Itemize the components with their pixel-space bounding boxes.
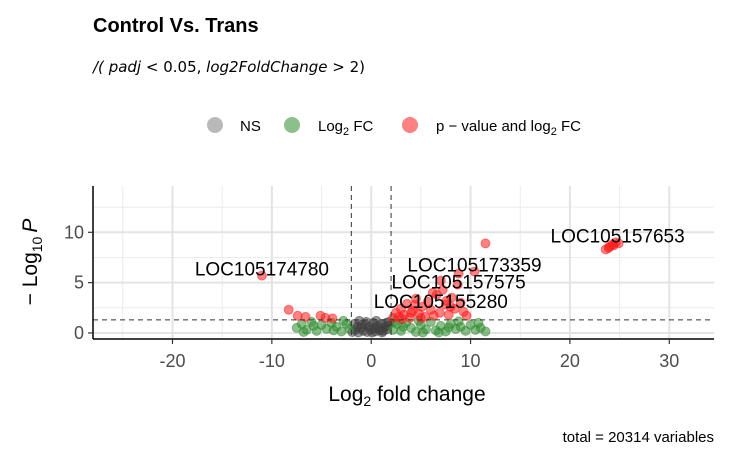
y-title-base: − Log: [19, 252, 42, 305]
data-point: [453, 268, 464, 279]
legend-pfc-sub: 2: [551, 126, 557, 138]
data-point: [300, 311, 311, 322]
y-title-sub: 10: [29, 236, 45, 252]
data-point: [256, 270, 267, 281]
chart-subtitle: /( padj < 0.05, log2FoldChange > 2): [91, 58, 365, 76]
series-2: [256, 237, 624, 324]
data-point: [308, 320, 319, 331]
data-point: [469, 266, 480, 277]
data-point: [375, 325, 386, 336]
data-point: [283, 304, 294, 315]
subtitle-op1: < 0.05,: [146, 58, 202, 76]
axis-ticks: -20 -10 0 10 20 30 0 5 10: [64, 222, 679, 371]
data-point: [480, 238, 491, 249]
data-points: [256, 237, 624, 338]
x-tick-label: 10: [461, 351, 481, 371]
x-axis-title: Log2 fold change: [328, 383, 485, 409]
point-label: LOC105157575: [392, 273, 526, 294]
legend-pfc-rest: FC: [557, 118, 581, 135]
data-point: [338, 315, 349, 326]
x-tick-label: 20: [560, 351, 580, 371]
data-point: [397, 313, 407, 324]
data-point: [455, 297, 466, 308]
point-label: LOC105174780: [195, 260, 329, 281]
x-tick-label: -10: [259, 351, 285, 371]
data-point: [608, 240, 619, 251]
subtitle-op2: > 2): [332, 58, 365, 76]
y-tick-label: 10: [64, 222, 84, 242]
legend: NS Log2 FC p − value and log2 FC: [207, 117, 581, 138]
data-point: [417, 327, 428, 338]
y-tick-label: 0: [74, 323, 84, 343]
y-title-var: P: [19, 219, 42, 233]
data-point: [344, 323, 355, 334]
point-label: LOC105157653: [551, 226, 685, 247]
x-tick-label: 0: [366, 351, 376, 371]
chart-title: Control Vs. Trans: [93, 15, 259, 37]
y-axis-title: − Log10 P: [19, 219, 45, 306]
legend-fc-sub: 2: [343, 126, 349, 138]
y-tick-label: 5: [74, 273, 84, 293]
x-tick-label: -20: [159, 351, 185, 371]
data-point: [328, 325, 339, 336]
legend-label-pfc: p − value and log2 FC: [436, 118, 581, 138]
data-point: [473, 317, 484, 328]
data-point: [357, 319, 368, 330]
point-label: LOC105173359: [407, 256, 541, 277]
cutoff-lines: [93, 186, 714, 339]
data-point: [480, 326, 491, 337]
x-title-base: Log: [328, 383, 363, 406]
legend-pfc-base: p − value and log: [436, 118, 551, 135]
legend-label-ns: NS: [240, 118, 261, 135]
data-point: [415, 312, 426, 323]
data-point: [298, 327, 309, 337]
data-point: [452, 279, 463, 290]
data-point: [433, 327, 444, 338]
series-1: [291, 315, 491, 338]
legend-key-ns: [207, 117, 223, 133]
subtitle-var2: log2FoldChange: [206, 58, 327, 76]
data-point: [409, 299, 420, 310]
x-title-rest: fold change: [371, 383, 485, 406]
legend-key-pfc: [402, 117, 418, 133]
point-label: LOC105155280: [374, 292, 508, 313]
data-point: [453, 316, 464, 327]
data-point: [435, 275, 446, 286]
subtitle-lead: /(: [91, 58, 105, 76]
legend-key-fc: [284, 117, 300, 133]
data-point: [327, 313, 338, 324]
data-point: [427, 287, 438, 298]
subtitle-var1: padj: [108, 58, 142, 76]
data-point: [443, 322, 454, 333]
data-point: [445, 301, 456, 312]
data-point: [406, 307, 416, 318]
caption: total = 20314 variables: [563, 429, 714, 446]
x-tick-label: 30: [659, 351, 679, 371]
legend-fc-rest: FC: [349, 118, 373, 135]
legend-fc-base: Log: [318, 118, 343, 135]
x-title-sub: 2: [363, 393, 371, 409]
legend-label-fc: Log2 FC: [318, 118, 373, 138]
